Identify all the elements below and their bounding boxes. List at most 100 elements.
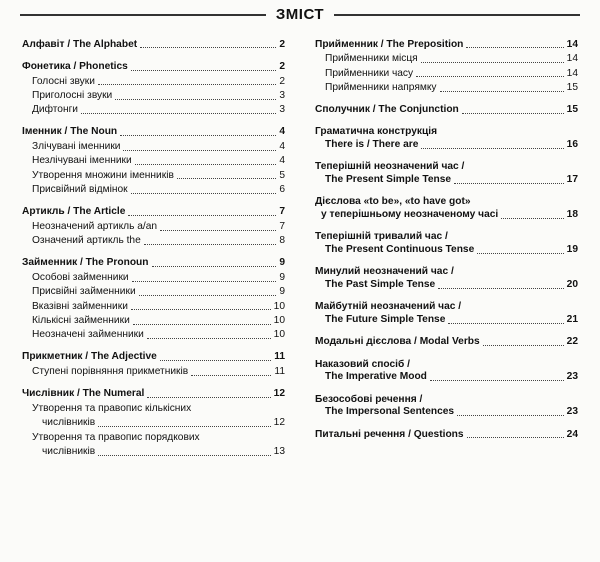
toc-label: The Present Continuous Tense: [325, 244, 474, 257]
toc-entry: Теперішній тривалий час /: [315, 231, 578, 244]
toc-label: The Present Simple Tense: [325, 174, 451, 187]
toc-entry: Граматична конструкція: [315, 126, 578, 139]
toc-page-number: 20: [567, 279, 578, 292]
toc-entry: Присвійні займенники 9: [22, 286, 285, 299]
toc-page-number: 14: [567, 53, 578, 66]
toc-label: The Imperative Mood: [325, 371, 427, 384]
toc-page-number: 21: [567, 314, 578, 327]
toc-entry: Голосні звуки2: [22, 76, 285, 89]
toc-page-number: 9: [279, 286, 285, 299]
toc-dots: [133, 324, 271, 325]
toc-page-number: 8: [279, 235, 285, 248]
toc-dots: [421, 148, 563, 149]
toc-label: The Past Simple Tense: [325, 279, 435, 292]
toc-page-number: 14: [567, 39, 578, 52]
toc-label: Голосні звуки: [32, 76, 95, 89]
toc-label: The Future Simple Tense: [325, 314, 445, 327]
toc-label: Присвійні займенники: [32, 286, 136, 299]
toc-entry: The Present Simple Tense17: [315, 174, 578, 187]
toc-dots: [467, 437, 564, 438]
header-line-left: [20, 14, 266, 16]
toc-dots: [144, 244, 277, 245]
toc-label: Дієслова «to be», «to have got»: [315, 196, 471, 209]
toc-page-number: 9: [279, 257, 285, 270]
toc-dots: [128, 215, 276, 216]
toc-entry: Числівник / The Numeral12: [22, 388, 285, 401]
toc-label: у теперішньому неозначеному часі: [321, 209, 498, 222]
toc-dots: [457, 415, 564, 416]
toc-dots: [140, 47, 276, 48]
toc-entry: числівників 13: [22, 446, 285, 459]
toc-page-number: 18: [567, 209, 578, 222]
toc-dots: [421, 62, 564, 63]
toc-entry: Присвійний відмінок 6: [22, 184, 285, 197]
toc-dots: [147, 338, 271, 339]
toc-label: Іменник / The Noun: [22, 126, 117, 139]
toc-page-number: 10: [274, 301, 285, 314]
toc-label: Присвійний відмінок: [32, 184, 128, 197]
toc-label: Злічувані іменники: [32, 141, 120, 154]
toc-dots: [98, 426, 270, 427]
toc-entry: Модальні дієслова / Modal Verbs22: [315, 336, 578, 349]
toc-label: Минулий неозначений час /: [315, 266, 454, 279]
toc-label: Утворення та правопис кількісних: [32, 403, 191, 416]
toc-label: Модальні дієслова / Modal Verbs: [315, 336, 480, 349]
toc-entry: Неозначений артикль a/an7: [22, 221, 285, 234]
toc-label: числівників: [42, 446, 95, 459]
toc-label: Неозначені займенники: [32, 329, 144, 342]
toc-dots: [152, 266, 277, 267]
toc-label: Теперішній неозначений час /: [315, 161, 464, 174]
toc-column-left: Алфавіт / The Alphabet2Фонетика / Phonet…: [22, 29, 285, 460]
toc-page-number: 13: [274, 446, 285, 459]
toc-dots: [440, 91, 564, 92]
toc-page-number: 6: [279, 184, 285, 197]
toc-dots: [98, 84, 276, 85]
toc-page-number: 19: [567, 244, 578, 257]
toc-entry: Неозначені займенники10: [22, 329, 285, 342]
toc-dots: [131, 309, 271, 310]
toc-page-number: 23: [567, 406, 578, 419]
toc-dots: [448, 323, 563, 324]
toc-label: Прийменники напрямку: [325, 82, 437, 95]
toc-entry: Особові займенники9: [22, 272, 285, 285]
toc-entry: Утворення множини іменників5: [22, 170, 285, 183]
toc-entry: Теперішній неозначений час /: [315, 161, 578, 174]
toc-label: Особові займенники: [32, 272, 129, 285]
toc-entry: Прийменник / The Preposition 14: [315, 39, 578, 52]
toc-columns: Алфавіт / The Alphabet2Фонетика / Phonet…: [0, 27, 600, 468]
toc-dots: [466, 47, 563, 48]
toc-entry: Прийменники напрямку15: [315, 82, 578, 95]
toc-entry: The Imperative Mood 23: [315, 371, 578, 384]
toc-dots: [430, 380, 564, 381]
toc-label: Теперішній тривалий час /: [315, 231, 448, 244]
header: ЗМІСТ: [0, 0, 600, 27]
toc-label: Прийменник / The Preposition: [315, 39, 463, 52]
toc-entry: Алфавіт / The Alphabet 2: [22, 39, 285, 52]
toc-label: Прийменники місця: [325, 53, 418, 66]
toc-entry: Питальні речення / Questions24: [315, 429, 578, 442]
toc-label: Алфавіт / The Alphabet: [22, 39, 137, 52]
toc-label: числівників: [42, 417, 95, 430]
toc-entry: Утворення та правопис порядкових: [22, 432, 285, 445]
toc-dots: [477, 253, 563, 254]
toc-dots: [123, 150, 276, 151]
toc-dots: [98, 455, 270, 456]
toc-page-number: 10: [274, 315, 285, 328]
toc-entry: Утворення та правопис кількісних: [22, 403, 285, 416]
toc-dots: [131, 70, 277, 71]
toc-dots: [177, 178, 276, 179]
toc-label: Приголосні звуки: [32, 90, 112, 103]
toc-entry: Минулий неозначений час /: [315, 266, 578, 279]
toc-page-number: 23: [567, 371, 578, 384]
toc-page-number: 7: [279, 206, 285, 219]
toc-dots: [191, 375, 271, 376]
toc-page-number: 2: [279, 61, 285, 74]
toc-dots: [139, 295, 277, 296]
toc-page-number: 2: [279, 39, 285, 52]
toc-entry: The Future Simple Tense 21: [315, 314, 578, 327]
toc-dots: [147, 397, 270, 398]
toc-page-number: 16: [567, 139, 578, 152]
toc-entry: Прийменники місця 14: [315, 53, 578, 66]
toc-dots: [131, 193, 277, 194]
toc-label: Означений артикль the: [32, 235, 141, 248]
